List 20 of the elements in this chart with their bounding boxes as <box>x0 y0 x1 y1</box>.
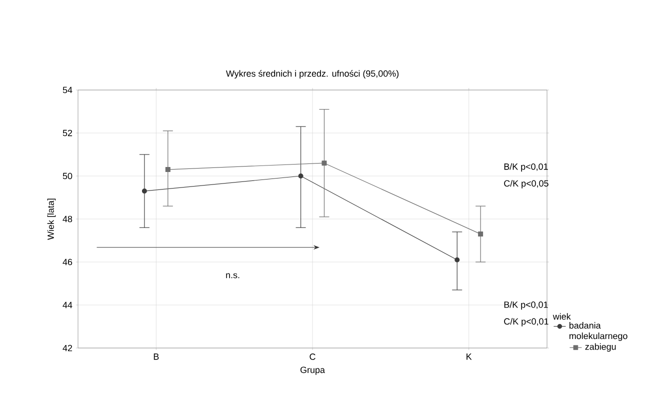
x-tick-label: K <box>466 354 472 360</box>
y-tick-label: 48 <box>62 216 72 222</box>
y-tick-label: 50 <box>62 172 72 180</box>
y-axis-title: Wiek [lata] <box>47 198 56 240</box>
annotation: B/K p<0,01 <box>504 301 548 310</box>
x-tick-label: B <box>154 354 159 360</box>
y-tick-label: 54 <box>62 86 72 94</box>
annotation: C/K p<0,01 <box>504 318 548 326</box>
y-tick-label: 52 <box>62 130 72 136</box>
x-tick-label: C <box>310 354 316 360</box>
y-tick-label: 42 <box>62 344 72 352</box>
x-axis-title: Grupa <box>300 366 325 375</box>
annotation: B/K p<0,01 <box>504 163 548 172</box>
legend-label: zabiegu <box>585 343 616 352</box>
annotation: n.s. <box>226 273 240 278</box>
annotation: C/K p<0,05 <box>504 180 548 188</box>
chart-title: Wykres średnich i przedz. ufności (95,00%) <box>226 70 399 78</box>
y-tick-label: 44 <box>62 302 72 308</box>
y-tick-label: 46 <box>62 258 72 266</box>
legend-title: wiek <box>552 313 571 320</box>
